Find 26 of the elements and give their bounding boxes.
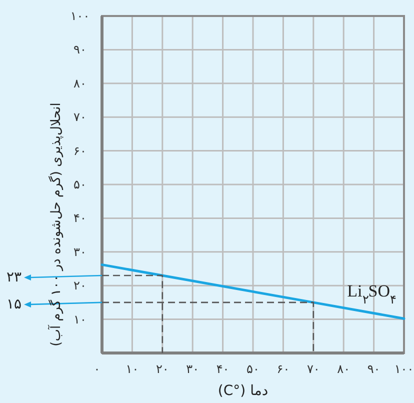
y-axis-title: انحلال‌پذیری (گرم حل‌شونده در ۱۰۰ گرم آب) bbox=[47, 102, 64, 346]
annotation: ۲۳ bbox=[6, 269, 22, 286]
x-tick-label: ۱۰ bbox=[126, 362, 139, 376]
x-tick-label: ۵۰ bbox=[246, 362, 260, 376]
x-tick-label: ۱۰۰ bbox=[394, 362, 414, 376]
x-tick-label: ۰ bbox=[94, 362, 100, 376]
y-tick-label: ۴۰ bbox=[74, 211, 86, 226]
y-tick-label: ۳۰ bbox=[74, 244, 86, 259]
y-tick-label: ۱۰ bbox=[74, 312, 86, 326]
x-tick-label: ۳۰ bbox=[186, 362, 200, 376]
line-series bbox=[100, 263, 406, 320]
x-tick-label: ۶۰ bbox=[276, 362, 290, 376]
y-tick-label: ۹۰ bbox=[74, 42, 86, 57]
x-tick-label: ۲۰ bbox=[156, 362, 169, 376]
y-tick-label: ۶۰ bbox=[74, 144, 86, 158]
y-tick-label: ۸۰ bbox=[74, 76, 86, 90]
y-tick-label: ۱۰۰ bbox=[70, 9, 90, 23]
x-tick-label: ۹۰ bbox=[367, 362, 380, 376]
y-tick-label: ۵۰ bbox=[74, 178, 86, 192]
y-tick-label: ۲۰ bbox=[74, 278, 86, 293]
x-tick-label: ۷۰ bbox=[306, 362, 320, 376]
x-tick-label: ۸۰ bbox=[337, 362, 350, 376]
x-axis-title: دما (°C) bbox=[218, 383, 268, 399]
y-tick-label: ۷۰ bbox=[74, 110, 86, 124]
x-tick-label: ۴۰ bbox=[216, 362, 230, 376]
annotation: ۱۵ bbox=[6, 296, 22, 312]
